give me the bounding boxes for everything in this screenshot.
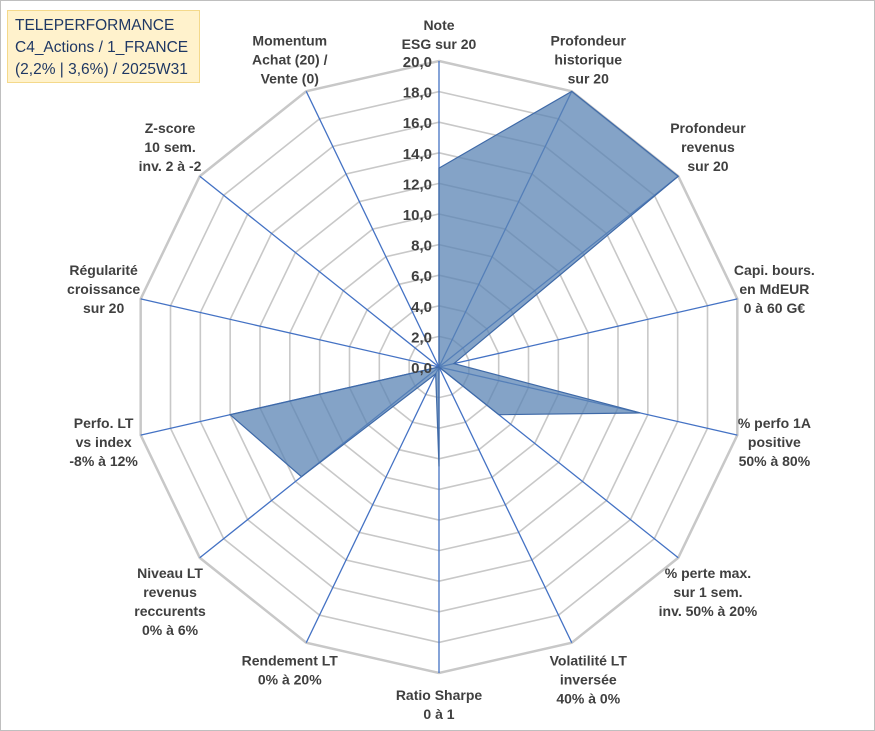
category-label-line: Niveau LT <box>137 565 203 581</box>
category-label-line: -8% à 12% <box>69 453 138 469</box>
tick-label: 18,0 <box>403 85 432 102</box>
category-label: % perte max. sur 1 sem. inv. 50% à 20% <box>659 565 758 619</box>
category-label-line: 50% à 80% <box>739 453 811 469</box>
category-label: % perfo 1A positive 50% à 80% <box>738 415 811 469</box>
category-label-line: sur 1 sem. <box>673 584 742 600</box>
category-label: Régularité croissance sur 20 <box>67 262 140 316</box>
radar-spoke <box>438 366 573 643</box>
category-label-line: 0 à 1 <box>423 706 454 722</box>
category-label: Capi. bours. en MdEUR 0 à 60 G€ <box>734 262 815 316</box>
category-label-line: sur 20 <box>83 300 124 316</box>
category-label-line: inv. 50% à 20% <box>659 603 758 619</box>
category-label-line: Profondeur <box>551 32 627 48</box>
series-area <box>228 90 680 478</box>
tick-label: 14,0 <box>403 146 432 163</box>
category-label: Profondeur revenus sur 20 <box>670 120 746 174</box>
category-label-line: Perfo. LT <box>74 415 134 431</box>
title-line-2: C4_Actions / 1_FRANCE <box>15 39 189 56</box>
category-label-line: revenus <box>681 139 735 155</box>
tick-label: 0,0 <box>411 360 432 377</box>
category-label: Perfo. LT vs index -8% à 12% <box>69 415 138 469</box>
category-label-line: positive <box>748 434 801 450</box>
category-label-line: Note <box>423 17 454 33</box>
title-line-3: (2,2% | 3,6%) / 2025W31 <box>15 61 188 78</box>
category-label-line: Capi. bours. <box>734 262 815 278</box>
category-label: Profondeur historique sur 20 <box>551 32 627 86</box>
label-layer: Note ESG sur 20 Profondeur historique sur 20… <box>67 17 815 722</box>
category-label-line: Profondeur <box>670 120 746 136</box>
category-label-line: inv. 2 à -2 <box>139 158 202 174</box>
tick-label: 8,0 <box>411 238 432 255</box>
tick-layer: 0,0 2,0 4,0 6,0 8,0 10,0 12,0 14,0 16,0 18,0 20,0 <box>403 54 432 377</box>
category-label-line: Z-score <box>145 120 196 136</box>
tick-label: 4,0 <box>411 299 432 316</box>
category-label-line: historique <box>554 51 622 67</box>
category-label-line: Régularité <box>69 262 138 278</box>
category-label-line: Momentum <box>252 32 327 48</box>
category-label-line: 0 à 60 G€ <box>744 300 806 316</box>
category-label-line: en MdEUR <box>739 281 809 297</box>
tick-label: 12,0 <box>403 176 432 193</box>
category-label-line: % perfo 1A <box>738 415 811 431</box>
radar-spoke <box>199 175 440 368</box>
radar-spoke <box>438 298 738 368</box>
tick-label: 2,0 <box>411 329 432 346</box>
category-label: Z-score 10 sem. inv. 2 à -2 <box>139 120 202 174</box>
category-label: Rendement LT 0% à 20% <box>242 653 339 688</box>
category-label: Momentum Achat (20) / Vente (0) <box>252 32 328 86</box>
category-label: Niveau LT revenus reccurents 0% à 6% <box>134 565 206 638</box>
tick-label: 6,0 <box>411 268 432 285</box>
category-label: Note ESG sur 20 <box>402 17 477 52</box>
radar-spoke <box>140 298 440 368</box>
category-label-line: 0% à 6% <box>142 622 199 638</box>
tick-label: 16,0 <box>403 115 432 132</box>
tick-label: 20,0 <box>403 54 432 71</box>
tick-label: 10,0 <box>403 207 432 224</box>
category-label-line: 10 sem. <box>144 139 195 155</box>
category-label-line: vs index <box>76 434 132 450</box>
category-label-line: ESG sur 20 <box>402 36 477 52</box>
series-layer <box>228 90 680 478</box>
category-label-line: 40% à 0% <box>556 691 620 707</box>
category-label-line: inversée <box>560 672 617 688</box>
category-label-line: revenus <box>143 584 197 600</box>
title-box: TELEPERFORMANCE C4_Actions / 1_FRANCE (2… <box>7 10 200 83</box>
radar-spoke <box>305 366 440 643</box>
category-label-line: sur 20 <box>687 158 728 174</box>
category-label-line: croissance <box>67 281 140 297</box>
category-label-line: Achat (20) / <box>252 51 328 67</box>
category-label-line: sur 20 <box>568 70 609 86</box>
radar-spoke <box>305 91 440 368</box>
category-label: Volatilité LT inversée 40% à 0% <box>550 653 628 707</box>
category-label-line: reccurents <box>134 603 206 619</box>
category-label-line: Volatilité LT <box>550 653 628 669</box>
category-label-line: % perte max. <box>665 565 751 581</box>
category-label-line: Vente (0) <box>261 70 319 86</box>
category-label-line: Ratio Sharpe <box>396 687 483 703</box>
category-label-line: Rendement LT <box>242 653 339 669</box>
title-line-1: TELEPERFORMANCE <box>15 17 175 34</box>
category-label-line: 0% à 20% <box>258 672 322 688</box>
category-label: Ratio Sharpe 0 à 1 <box>396 687 483 722</box>
